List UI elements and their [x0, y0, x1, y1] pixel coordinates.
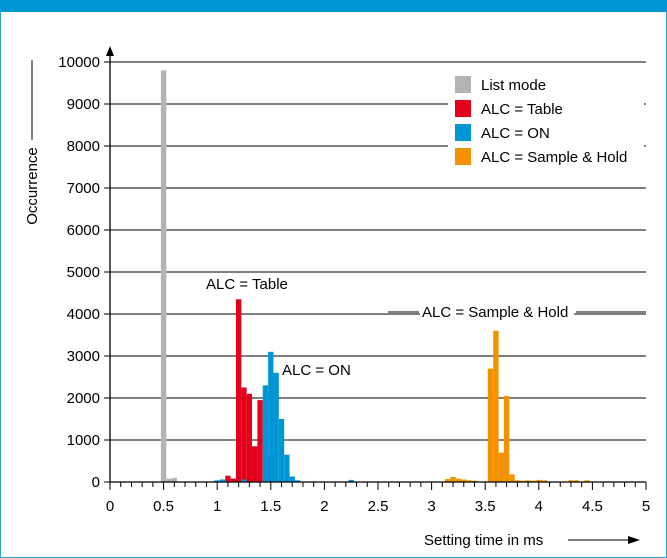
- bar-2-3: [262, 385, 269, 482]
- bar-3-9: [503, 395, 510, 482]
- annotation-bg-2: [420, 301, 574, 322]
- y-tick-label-7: 7000: [67, 180, 100, 197]
- bar-3-10: [509, 474, 515, 482]
- bar-2-7: [284, 454, 290, 482]
- y-tick-label-0: 0: [92, 474, 100, 491]
- bar-2-9: [294, 480, 301, 482]
- y-tick-label-1: 1000: [67, 432, 100, 449]
- x-tick-label-0: 0: [106, 498, 114, 515]
- x-tick-label-3: 1.5: [260, 498, 281, 515]
- bar-3-18: [573, 480, 579, 482]
- x-tick-label-1: 0.5: [153, 498, 174, 515]
- bar-3-8: [498, 452, 504, 482]
- bar-2-2: [241, 479, 247, 482]
- legend-swatch-0: [455, 76, 471, 93]
- legend-swatch-1: [455, 100, 471, 117]
- ticks: 0100020003000400050006000700080009000100…: [58, 54, 650, 515]
- bar-3-4: [466, 480, 472, 482]
- bar-0-2: [171, 477, 177, 482]
- bar-3-19: [584, 480, 590, 482]
- bars: [160, 70, 590, 483]
- y-tick-label-5: 5000: [67, 264, 100, 281]
- annotation-label-2: ALC = Sample & Hold: [422, 304, 568, 321]
- bar-1-5: [252, 446, 258, 482]
- bar-1-1: [230, 478, 236, 482]
- bar-2-4: [268, 351, 274, 482]
- legend-label-2: ALC = ON: [481, 125, 550, 142]
- y-tick-label-2: 2000: [67, 390, 100, 407]
- annotation-label-1: ALC = ON: [282, 362, 351, 379]
- y-tick-label-4: 4000: [67, 306, 100, 323]
- bar-1-4: [246, 393, 253, 482]
- bar-0-0: [160, 70, 167, 483]
- bar-3-7: [493, 330, 499, 482]
- bar-2-0: [214, 480, 220, 482]
- bar-3-13: [525, 480, 531, 482]
- annotation-label-0: ALC = Table: [206, 276, 288, 293]
- x-tick-label-6: 3: [427, 498, 435, 515]
- bar-1-3: [241, 387, 247, 482]
- x-tick-label-7: 3.5: [475, 498, 496, 515]
- annotations: ALC = Table ALC = ON ALC = Sample & Hold: [206, 276, 646, 379]
- legend-label-1: ALC = Table: [481, 101, 563, 118]
- legend-label-3: ALC = Sample & Hold: [481, 149, 627, 166]
- x-tick-label-10: 5: [642, 498, 650, 515]
- header-bar: [0, 0, 667, 12]
- y-tick-label-3: 3000: [67, 348, 100, 365]
- bar-3-2: [455, 478, 462, 482]
- bar-2-1: [219, 479, 226, 482]
- x-tick-label-5: 2.5: [368, 498, 389, 515]
- bar-2-6: [278, 419, 285, 482]
- bar-0-1: [166, 478, 172, 482]
- y-tick-label-10: 10000: [58, 54, 100, 71]
- bar-3-1: [450, 476, 456, 482]
- y-tick-label-6: 6000: [67, 222, 100, 239]
- bar-1-6: [257, 400, 263, 482]
- x-tick-label-9: 4.5: [582, 498, 603, 515]
- x-axis-arrow-icon: [628, 536, 640, 544]
- x-tick-label-8: 4: [535, 498, 543, 515]
- bar-3-16: [541, 480, 547, 482]
- bar-1-0: [225, 475, 231, 482]
- legend-swatch-3: [455, 148, 471, 165]
- y-tick-label-9: 9000: [67, 96, 100, 113]
- bar-2-8: [289, 476, 295, 482]
- bar-3-3: [461, 479, 467, 482]
- bar-3-6: [487, 368, 494, 482]
- x-axis-title: Setting time in ms: [424, 532, 543, 549]
- x-tick-label-2: 1: [213, 498, 221, 515]
- legend: List mode ALC = Table ALC = ON ALC = Sample…: [448, 72, 644, 175]
- y-tick-label-8: 8000: [67, 138, 100, 155]
- legend-box: [448, 72, 644, 175]
- bar-3-17: [568, 480, 574, 482]
- x-tick-label-4: 2: [320, 498, 328, 515]
- bar-3-0: [445, 479, 451, 482]
- y-axis-arrow-icon: [106, 46, 114, 56]
- y-axis-title: Occurrence: [24, 147, 41, 225]
- bar-2-5: [273, 372, 279, 482]
- bar-1-2: [235, 299, 242, 482]
- legend-swatch-2: [455, 124, 471, 141]
- bar-3-15: [536, 479, 542, 482]
- bar-3-11: [514, 480, 521, 482]
- legend-label-0: List mode: [481, 77, 546, 94]
- gridlines: [110, 61, 646, 441]
- bar-2-10: [348, 479, 354, 482]
